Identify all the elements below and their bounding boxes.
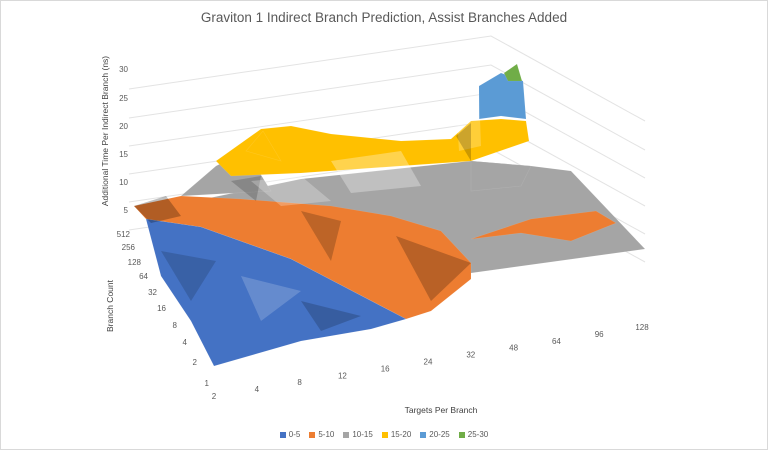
surface-shading-facet (134, 196, 181, 223)
x-tick-label: 24 (424, 358, 433, 367)
chart-title: Graviton 1 Indirect Branch Prediction, A… (200, 10, 568, 25)
legend-swatch (381, 431, 388, 438)
surface-band-25-30 (503, 63, 523, 82)
surface-shading-facet (331, 151, 421, 193)
legend-label: 0-5 (288, 430, 301, 439)
surface-shading-facet (396, 236, 471, 301)
legend: 0-5 5-10 10-15 15-20 20-25 25-30 (1, 430, 767, 439)
legend-item-0: 0-5 (279, 430, 301, 439)
depth-tick-label: 256 (122, 243, 136, 252)
z-gridline (128, 35, 646, 122)
legend-label: 25-30 (467, 430, 489, 439)
z-gridline (128, 64, 646, 151)
z-tick-label: 30 (119, 65, 128, 74)
depth-tick-label: 32 (148, 288, 157, 297)
surface-shading-facet (301, 211, 341, 261)
depth-axis-title: Branch Count (105, 279, 115, 332)
x-tick-label: 2 (212, 392, 217, 401)
legend-item-4: 20-25 (420, 430, 450, 439)
legend-item-5: 25-30 (458, 430, 489, 439)
depth-tick-label: 128 (128, 258, 142, 267)
x-tick-label: 96 (595, 330, 604, 339)
z-tick-label: 15 (119, 150, 128, 159)
surface-band-20-25 (478, 72, 527, 120)
surface-shading-facet (456, 91, 481, 151)
depth-tick-label: 16 (157, 304, 166, 313)
x-tick-label: 12 (338, 371, 347, 380)
surface-band-10-15 (470, 160, 532, 192)
surface-shading-facet (301, 301, 361, 331)
z-tick-label: 5 (124, 206, 129, 215)
legend-label: 15-20 (390, 430, 412, 439)
legend-swatch (458, 431, 465, 438)
legend-label: 10-15 (352, 430, 373, 439)
depth-tick-label: 2 (193, 358, 198, 367)
surface-shading-facet (456, 123, 471, 161)
surface-mesh (133, 63, 646, 367)
z-tick-label: 25 (119, 94, 128, 103)
legend-item-3: 15-20 (381, 430, 412, 439)
surface-band-5-10 (470, 210, 617, 242)
x-tick-label: 16 (381, 364, 390, 373)
depth-tick-label: 1 (205, 379, 210, 388)
x-tick-label: 64 (552, 337, 561, 346)
z-axis-ticks: 5 10 15 20 25 30 (119, 65, 128, 215)
surface-band-15-20 (245, 130, 282, 162)
x-tick-label: 8 (297, 378, 302, 387)
surface-band-0-5 (145, 218, 407, 367)
depth-tick-label: 4 (183, 338, 188, 347)
x-axis-title: Targets Per Branch (405, 405, 478, 415)
legend-swatch (420, 431, 427, 438)
legend-label: 20-25 (429, 430, 450, 439)
surface-band-15-20 (215, 118, 530, 177)
legend-swatch (343, 431, 350, 438)
x-tick-label: 32 (466, 351, 475, 360)
x-tick-label: 4 (255, 385, 260, 394)
legend-item-2: 10-15 (343, 430, 373, 439)
x-tick-label: 48 (509, 344, 518, 353)
surface-shading-facet (231, 176, 261, 201)
surface-band-5-10 (133, 195, 472, 320)
legend-label: 5-10 (318, 430, 335, 439)
legend-swatch (279, 431, 286, 438)
z-axis-title: Additional Time Per Indirect Branch (ns) (100, 56, 110, 206)
surface-shading-facet (241, 276, 301, 321)
surface-shading-facet (251, 176, 331, 206)
depth-tick-label: 64 (139, 272, 148, 281)
depth-tick-label: 512 (117, 230, 131, 239)
legend-item-1: 5-10 (309, 430, 334, 439)
z-tick-label: 10 (119, 178, 128, 187)
surface-shading-facet (161, 251, 216, 301)
legend-swatch (309, 431, 316, 438)
x-tick-label: 128 (635, 323, 649, 332)
depth-tick-label: 8 (173, 321, 178, 330)
z-tick-label: 20 (119, 122, 128, 131)
